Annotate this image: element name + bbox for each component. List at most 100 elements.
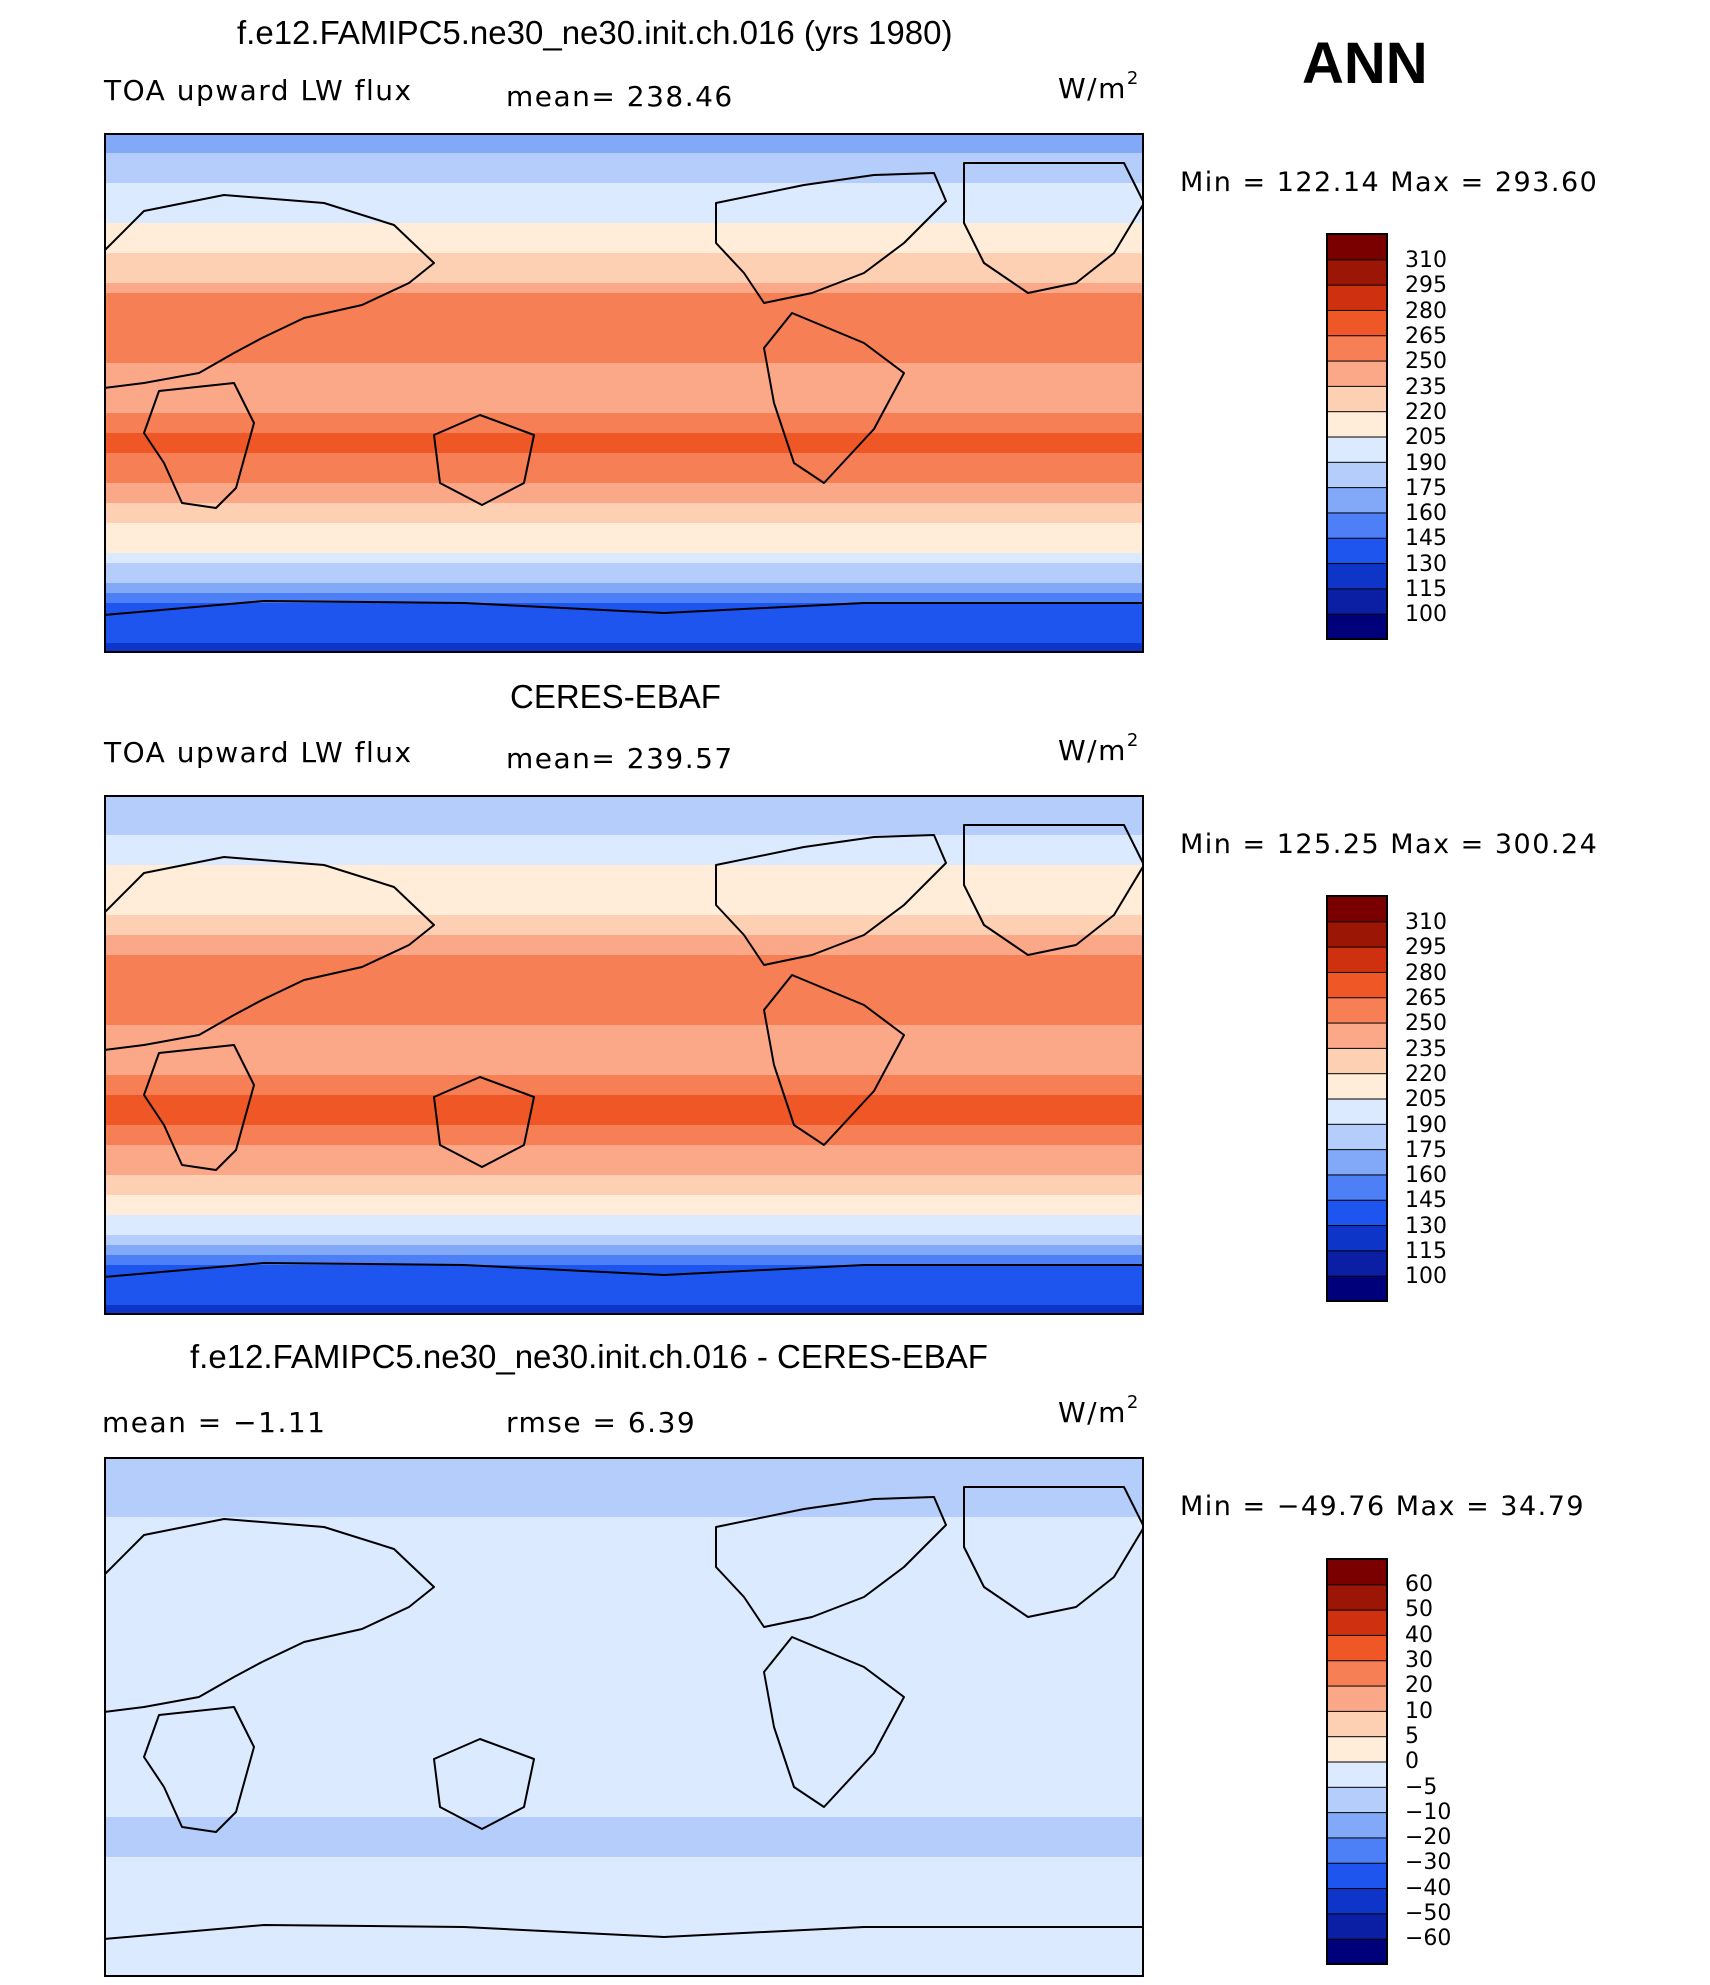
map-latitude-band (104, 805, 1144, 816)
map-latitude-band (104, 1707, 1144, 1718)
colorbar-swatch (1326, 385, 1388, 413)
colorbar-tick-label: 235 (1405, 1036, 1447, 1062)
map-latitude-band (104, 243, 1144, 254)
map-latitude-band (104, 1597, 1144, 1608)
map-latitude-band (104, 593, 1144, 604)
panel-3-minmax: Min = −49.76 Max = 34.79 (1180, 1491, 1586, 1522)
coastline (104, 856, 435, 1051)
map-latitude-band (104, 1827, 1144, 1838)
map-latitude-band (104, 975, 1144, 986)
coastline (763, 974, 905, 1146)
colorbar-swatch (1326, 1275, 1388, 1302)
map-latitude-band (104, 815, 1144, 826)
colorbar-swatch (1326, 1022, 1388, 1049)
coastline (963, 824, 1144, 956)
map-latitude-band (104, 223, 1144, 234)
map-latitude-band (104, 885, 1144, 896)
panel-3-map (104, 1457, 1144, 1977)
map-latitude-band (104, 1115, 1144, 1126)
colorbar-swatch (1326, 1786, 1388, 1814)
colorbar-tick-label: 235 (1405, 374, 1447, 400)
map-latitude-band (104, 1887, 1144, 1898)
colorbar-swatch (1326, 971, 1388, 999)
map-latitude-band (104, 1075, 1144, 1086)
colorbar-swatch (1326, 1148, 1388, 1176)
map-latitude-band (104, 1145, 1144, 1156)
colorbar-tick-label: 115 (1405, 577, 1447, 603)
map-latitude-band (104, 1747, 1144, 1758)
map-latitude-band (104, 1265, 1144, 1276)
colorbar-tick-label: 295 (1405, 273, 1447, 299)
colorbar-tick-label: 280 (1405, 960, 1447, 986)
colorbar-tick-label: 220 (1405, 399, 1447, 425)
map-latitude-band (104, 313, 1144, 324)
map-frame (104, 1457, 1144, 1977)
map-latitude-band (104, 1295, 1144, 1306)
unit-base: W/m (1058, 1396, 1127, 1429)
panel-1-colorbar (1326, 233, 1388, 640)
map-latitude-band (104, 1667, 1144, 1678)
unit-base: W/m (1058, 72, 1127, 105)
map-latitude-band (104, 463, 1144, 474)
colorbar-swatch (1326, 1558, 1388, 1586)
map-latitude-band (104, 133, 1144, 144)
colorbar-swatch (1326, 895, 1388, 923)
map-latitude-band (104, 623, 1144, 634)
map-latitude-band (104, 1777, 1144, 1788)
map-latitude-band (104, 1305, 1144, 1315)
colorbar-frame (1326, 1558, 1388, 1965)
map-latitude-band (104, 413, 1144, 424)
colorbar-tick-label: −50 (1405, 1901, 1452, 1927)
map-latitude-band (104, 1175, 1144, 1186)
map-latitude-band (104, 1947, 1144, 1958)
colorbar-swatch (1326, 410, 1388, 438)
map-latitude-band (104, 1617, 1144, 1628)
map-latitude-band (104, 1497, 1144, 1508)
map-latitude-band (104, 1185, 1144, 1196)
colorbar-tick-label: −60 (1405, 1926, 1452, 1952)
map-latitude-band (104, 825, 1144, 836)
panel-2-title: CERES-EBAF (510, 678, 721, 715)
colorbar-swatch (1326, 436, 1388, 463)
map-latitude-band (104, 1235, 1144, 1246)
map-latitude-band (104, 1245, 1144, 1256)
colorbar-tick-label: 60 (1405, 1572, 1433, 1597)
colorbar-tick-label: 5 (1405, 1723, 1419, 1749)
panel-2-colorbar (1326, 895, 1388, 1302)
map-latitude-band (104, 1927, 1144, 1938)
map-latitude-band (104, 1917, 1144, 1928)
map-latitude-band (104, 1507, 1144, 1518)
map-latitude-band (104, 895, 1144, 906)
map-latitude-band (104, 143, 1144, 154)
colorbar-swatch (1326, 1659, 1388, 1687)
colorbar-swatch (1326, 1811, 1388, 1839)
map-latitude-band (104, 633, 1144, 644)
colorbar-tick-label: 175 (1405, 1137, 1447, 1163)
map-latitude-band (104, 173, 1144, 184)
colorbar-tick-label: 115 (1405, 1239, 1447, 1265)
map-latitude-band (104, 473, 1144, 484)
colorbar-tick-label: 190 (1405, 1112, 1447, 1138)
map-latitude-band (104, 183, 1144, 194)
map-latitude-band (104, 563, 1144, 574)
panel-1-title: f.e12.FAMIPC5.ne30_ne30.init.ch.016 (yrs… (237, 14, 953, 51)
map-latitude-band (104, 945, 1144, 956)
colorbar-swatch (1326, 284, 1388, 311)
map-latitude-band (104, 925, 1144, 936)
season-label: ANN (1302, 31, 1428, 96)
coastline (433, 414, 535, 506)
panel-3-colorbar (1326, 1558, 1388, 1965)
map-latitude-band (104, 935, 1144, 946)
map-latitude-band (104, 1125, 1144, 1136)
map-latitude-band (104, 583, 1144, 594)
map-latitude-band (104, 905, 1144, 916)
colorbar-tick-label: 145 (1405, 526, 1447, 552)
colorbar-swatch (1326, 1249, 1388, 1277)
coastline (715, 834, 947, 966)
map-latitude-band (104, 383, 1144, 394)
map-latitude-band (104, 323, 1144, 334)
colorbar-tick-label: 265 (1405, 323, 1447, 349)
map-latitude-band (104, 543, 1144, 554)
map-latitude-band (104, 513, 1144, 524)
map-latitude-band (104, 213, 1144, 224)
